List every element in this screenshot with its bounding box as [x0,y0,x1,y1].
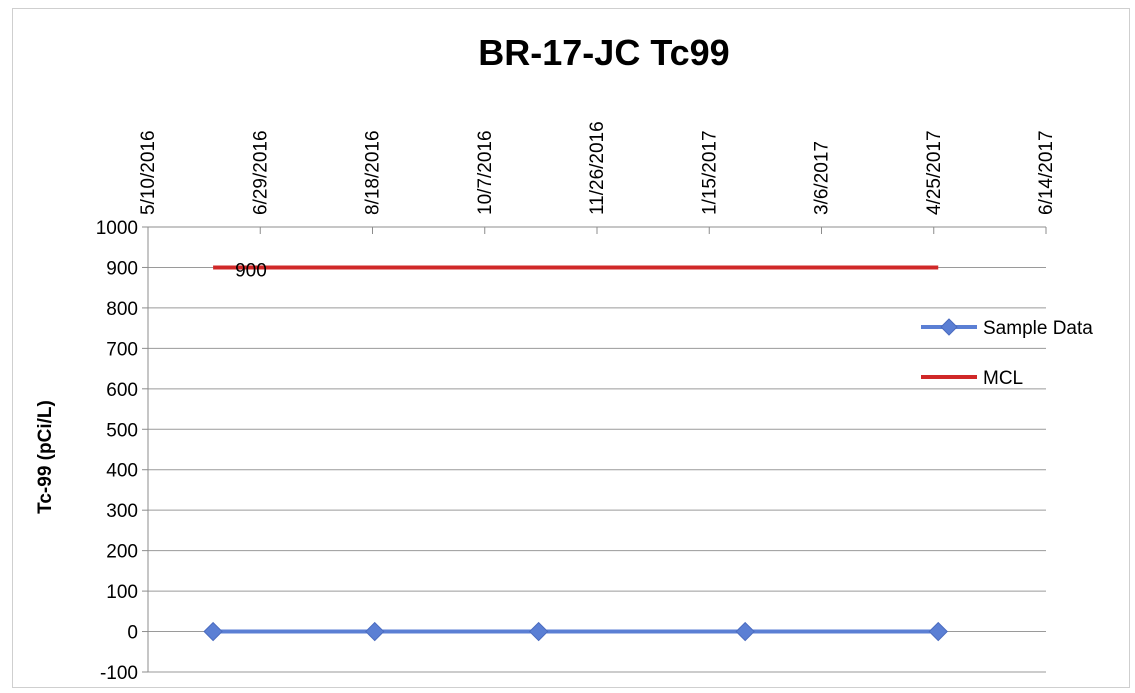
y-tick-label: 200 [106,542,138,563]
chart-area: BR-17-JC Tc99 Tc-99 (pCi/L) 1000 900 800 70… [12,8,1130,688]
x-tick-label: 3/6/2017 [812,141,833,215]
x-tick-label: 11/26/2016 [587,121,608,215]
chart-legend: Sample Data MCL [921,318,1093,389]
y-tick-label: -100 [100,663,138,684]
y-tick-label: 600 [106,380,138,401]
sample-data-point [365,621,385,642]
x-tick-label: 4/25/2017 [924,130,945,215]
y-tick-label: 1000 [96,218,138,239]
y-axis-label: Tc-99 (pCi/L) [35,400,56,514]
y-tick-label: 500 [106,420,138,441]
x-tick-label: 6/29/2016 [250,130,271,215]
legend-label: MCL [983,368,1023,389]
legend-item-sample-data: Sample Data [921,318,1093,339]
y-tick-label: 300 [106,501,138,522]
sample-data-point [928,621,948,642]
x-tick-label: 5/10/2016 [138,130,159,215]
y-tick-label: 800 [106,299,138,320]
legend-marker [940,318,958,336]
sample-data-point [528,621,549,642]
x-tick-label: 1/15/2017 [699,130,720,215]
legend-item-mcl: MCL [921,368,1023,389]
y-tick-label: 0 [127,623,138,644]
legend-label: Sample Data [983,318,1093,339]
y-tick-label: 100 [106,582,138,603]
x-tick-label: 8/18/2016 [363,130,384,215]
plot-area: 10009008007006005004003002001000-1005/10… [96,121,1057,684]
x-tick-label: 10/7/2016 [475,130,496,215]
sample-data-point [203,621,223,642]
chart-title: BR-17-JC Tc99 [478,32,729,73]
chart-canvas: BR-17-JC Tc99 Tc-99 (pCi/L) 100090080070… [35,32,1093,684]
mcl-data-label: 900 [235,260,267,281]
y-tick-label: 700 [106,339,138,360]
sample-data-point [735,621,755,642]
y-tick-label: 400 [106,461,138,482]
y-tick-label: 900 [106,258,138,279]
x-tick-label: 6/14/2017 [1036,130,1057,215]
